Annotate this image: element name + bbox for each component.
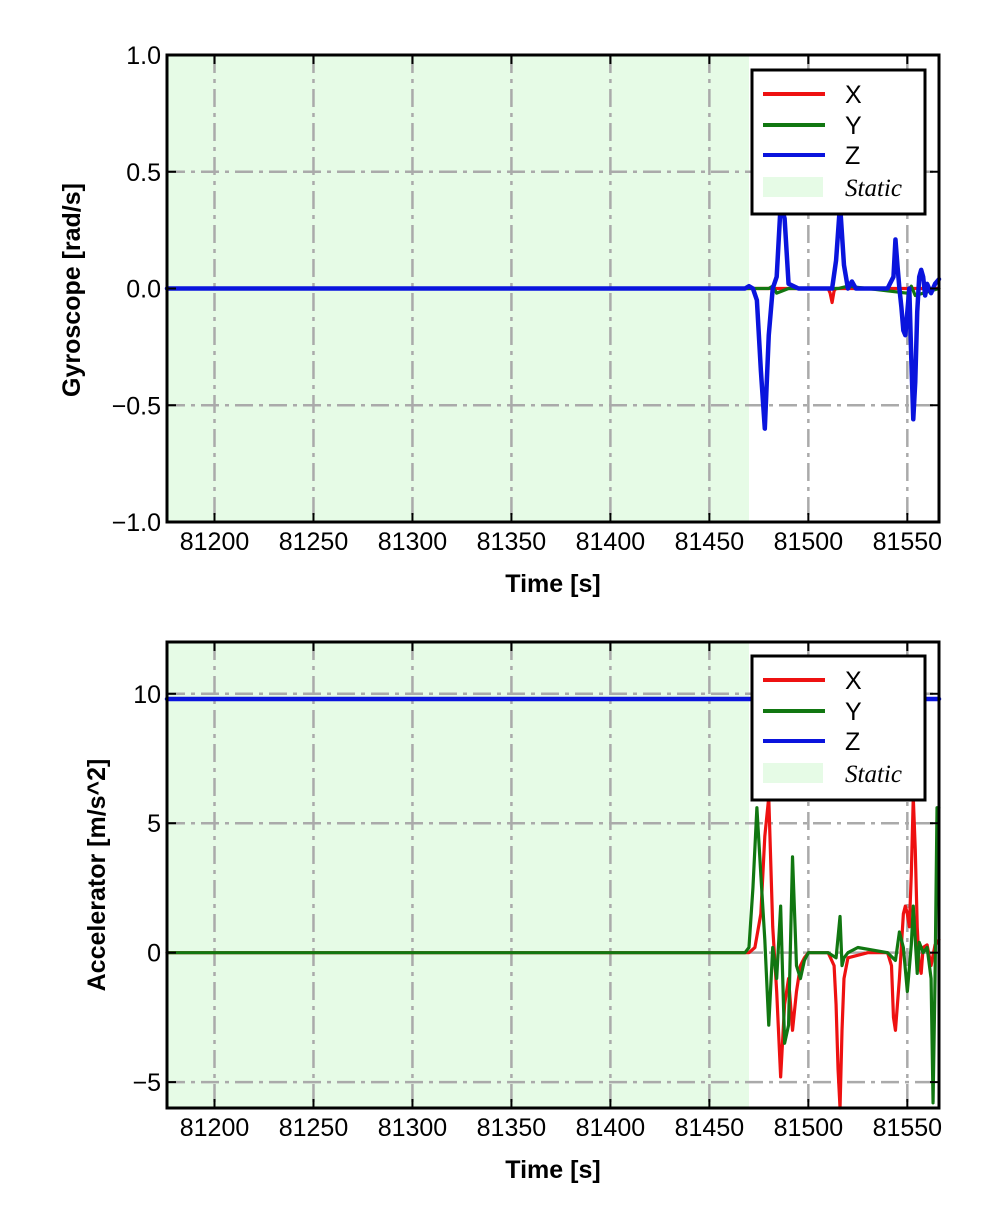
y-tick-label: 0 [147, 940, 161, 968]
axis-ticks: 81200 81250 81300 81350 81400 81450 81500 81550… [112, 42, 942, 556]
legend-label-x: X [845, 81, 862, 109]
y-tick-label: 0.5 [126, 159, 161, 187]
y-tick-label: −1.0 [112, 509, 161, 537]
x-tick-label: 81350 [477, 528, 547, 556]
x-tick-label: 81300 [378, 528, 448, 556]
x-tick-label: 81450 [675, 1114, 745, 1142]
accelerator-plot: 81200 81250 81300 81350 81400 81450 81500 81550… [83, 640, 942, 1184]
legend: X Y Z Static [750, 654, 927, 802]
x-tick-label: 81250 [279, 528, 349, 556]
y-axis-label: Gyroscope [rad/s] [58, 183, 86, 397]
legend-swatch-static [763, 177, 823, 197]
y-tick-label: −0.5 [112, 392, 161, 420]
static-region-shading [167, 642, 749, 1108]
gyroscope-plot: 81200 81250 81300 81350 81400 81450 81500 81550… [58, 42, 942, 598]
y-tick-label: −5 [132, 1069, 161, 1097]
legend-swatch-static [763, 763, 823, 783]
y-tick-label: 1.0 [126, 42, 161, 70]
series-line-x [165, 795, 941, 1110]
y-tick-label: 10 [133, 681, 161, 709]
x-tick-label: 81500 [774, 528, 844, 556]
x-axis-label: Time [s] [505, 1156, 600, 1184]
x-tick-label: 81250 [279, 1114, 349, 1142]
legend-label-z: Z [845, 728, 860, 756]
x-tick-label: 81500 [774, 1114, 844, 1142]
y-tick-label: 5 [147, 810, 161, 838]
legend: X Y Z Static [750, 68, 927, 216]
series-line-y [165, 806, 941, 1105]
legend-label-z: Z [845, 142, 860, 170]
x-tick-label: 81200 [180, 528, 250, 556]
x-axis-label: Time [s] [505, 570, 600, 598]
series-lines [164, 202, 942, 431]
x-tick-label: 81350 [477, 1114, 547, 1142]
plot-frame [165, 640, 941, 1110]
y-tick-label: 0.0 [126, 276, 161, 304]
x-tick-label: 81400 [576, 528, 646, 556]
x-tick-label: 81200 [180, 1114, 250, 1142]
x-tick-label: 81450 [675, 528, 745, 556]
x-tick-label: 81550 [873, 1114, 943, 1142]
legend-label-static: Static [845, 761, 902, 788]
x-tick-label: 81300 [378, 1114, 448, 1142]
legend-label-y: Y [845, 112, 862, 140]
series-line-z [164, 202, 942, 431]
legend-label-static: Static [845, 175, 902, 202]
x-tick-label: 81400 [576, 1114, 646, 1142]
legend-label-y: Y [845, 698, 862, 726]
x-tick-label: 81550 [873, 528, 943, 556]
y-axis-label: Accelerator [m/s^2] [83, 759, 111, 992]
legend-label-x: X [845, 667, 862, 695]
axis-ticks: 81200 81250 81300 81350 81400 81450 81500 81550… [132, 642, 942, 1142]
